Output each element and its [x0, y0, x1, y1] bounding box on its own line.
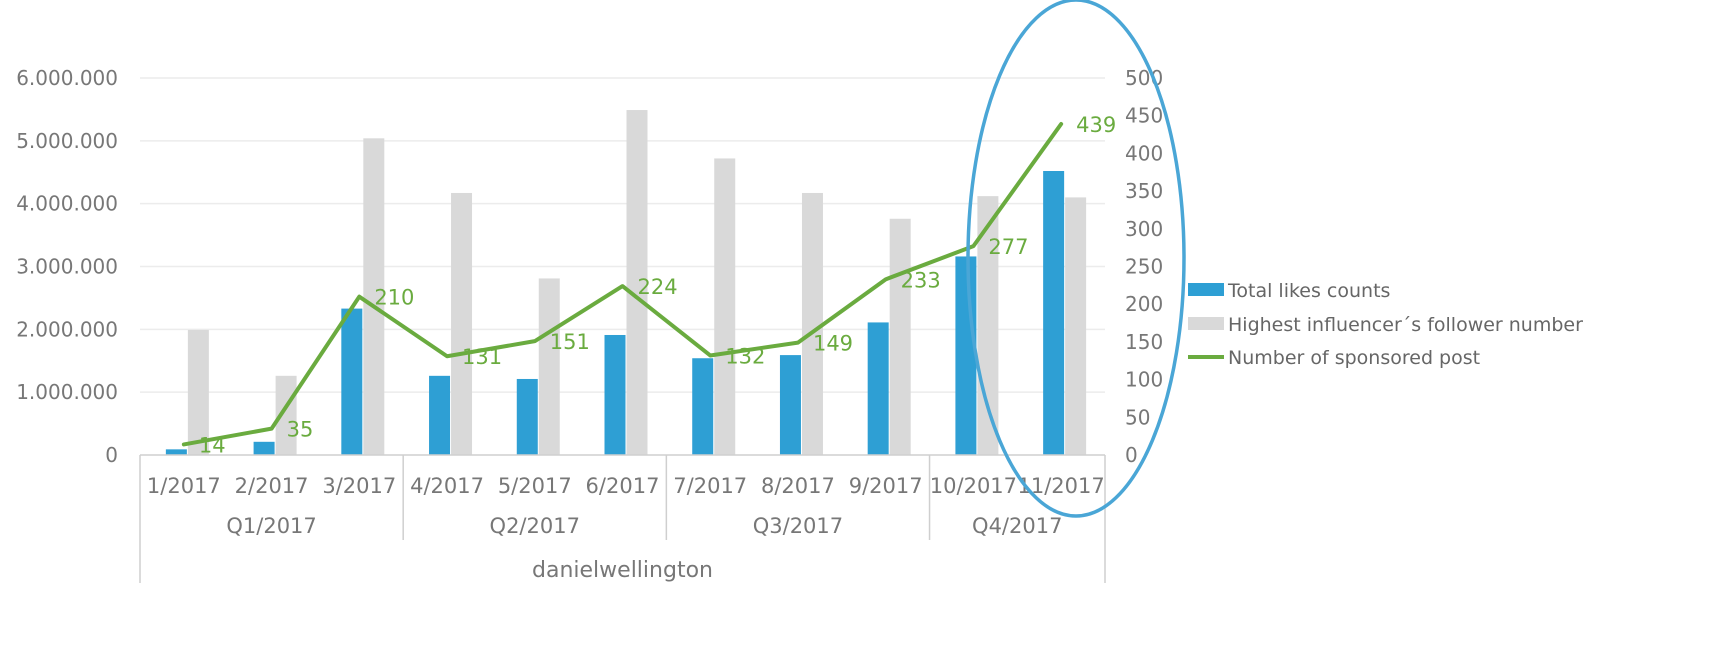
bar-highest-follower [626, 110, 648, 456]
annotation [966, 0, 1186, 518]
highlight-ellipse [966, 0, 1186, 518]
sponsored-post-line [181, 121, 1064, 447]
group-label: Q4/2017 [972, 514, 1062, 538]
line-label: 224 [638, 275, 678, 299]
line-label: 277 [988, 235, 1028, 259]
line-label: 35 [287, 418, 314, 442]
left-tick-label: 6.000.000 [16, 66, 118, 90]
left-tick-label: 1.000.000 [16, 380, 118, 404]
right-tick-label: 50 [1125, 405, 1150, 429]
right-tick-label: 0 [1125, 443, 1138, 467]
bar-highest-follower [1065, 197, 1087, 455]
x-tick-label: 2/2017 [235, 474, 309, 498]
line-label: 132 [725, 344, 765, 368]
left-axis-ticks: 0 1.000.000 2.000.000 3.000.000 4.000.000 5.0… [16, 66, 118, 467]
x-tick-label: 5/2017 [498, 474, 572, 498]
x-tick-label: 10/2017 [930, 474, 1017, 498]
bar-highest-follower [187, 329, 209, 455]
line-data-labels: 14 35 210 131 151 224 132 149 233 277 439 [199, 113, 1116, 457]
line-label: 439 [1076, 113, 1116, 137]
bar-highest-follower [363, 138, 385, 455]
bar-total-likes [604, 334, 626, 455]
line-label: 151 [550, 330, 590, 354]
right-tick-label: 300 [1125, 217, 1163, 241]
right-tick-label: 450 [1125, 104, 1163, 128]
x-axis: 1/2017 2/2017 3/2017 4/2017 5/2017 6/2017 7/20… [139, 454, 1106, 583]
legend-label: Total likes counts [1227, 280, 1390, 302]
bar-total-likes [341, 308, 363, 455]
bar-total-likes [867, 322, 889, 455]
legend-label: Highest influencer´s follower number [1228, 314, 1583, 336]
left-tick-label: 0 [105, 443, 118, 467]
x-tick-label: 6/2017 [586, 474, 660, 498]
x-tick-label: 3/2017 [322, 474, 396, 498]
bar-total-likes [692, 358, 714, 455]
left-tick-label: 4.000.000 [16, 192, 118, 216]
bar-highest-follower [451, 192, 473, 456]
right-tick-label: 400 [1125, 141, 1163, 165]
bar-total-likes [429, 375, 451, 455]
bar-total-likes [1043, 170, 1065, 455]
gridlines [140, 77, 1105, 393]
x-tick-label: 9/2017 [849, 474, 923, 498]
bar-total-likes [253, 441, 275, 455]
x-tick-label: 7/2017 [673, 474, 747, 498]
bar-highest-follower [801, 192, 823, 456]
line-label: 210 [374, 286, 414, 310]
left-tick-label: 5.000.000 [16, 129, 118, 153]
line-label: 131 [462, 345, 502, 369]
sponsored-post-polyline [181, 121, 1064, 447]
group-label: Q2/2017 [490, 514, 580, 538]
right-tick-label: 100 [1125, 368, 1163, 392]
group-label: Q1/2017 [226, 514, 316, 538]
bar-total-likes [516, 378, 538, 455]
line-label: 149 [813, 332, 853, 356]
bar-total-likes [955, 256, 977, 455]
right-tick-label: 350 [1125, 179, 1163, 203]
bar-total-likes [779, 355, 801, 455]
right-tick-label: 150 [1125, 330, 1163, 354]
right-tick-label: 250 [1125, 255, 1163, 279]
legend-swatch-highest-follower [1188, 317, 1224, 330]
line-label: 233 [901, 268, 941, 292]
bar-total-likes [165, 449, 187, 455]
left-tick-label: 3.000.000 [16, 255, 118, 279]
group-label: Q3/2017 [753, 514, 843, 538]
bar-highest-follower [889, 218, 911, 455]
legend-swatch-total-likes [1188, 283, 1224, 296]
legend: Total likes counts Highest influencer´s f… [1188, 280, 1583, 369]
bar-highest-follower [538, 278, 560, 455]
x-tick-label: 8/2017 [761, 474, 835, 498]
right-tick-label: 200 [1125, 292, 1163, 316]
line-label: 14 [199, 433, 226, 457]
bars [165, 110, 1087, 456]
x-tick-label: 4/2017 [410, 474, 484, 498]
left-tick-label: 2.000.000 [16, 317, 118, 341]
x-tick-label: 1/2017 [147, 474, 221, 498]
bar-highest-follower [714, 158, 736, 455]
top-level-label: danielwellington [532, 558, 713, 583]
legend-label: Number of sponsored post [1228, 347, 1480, 369]
